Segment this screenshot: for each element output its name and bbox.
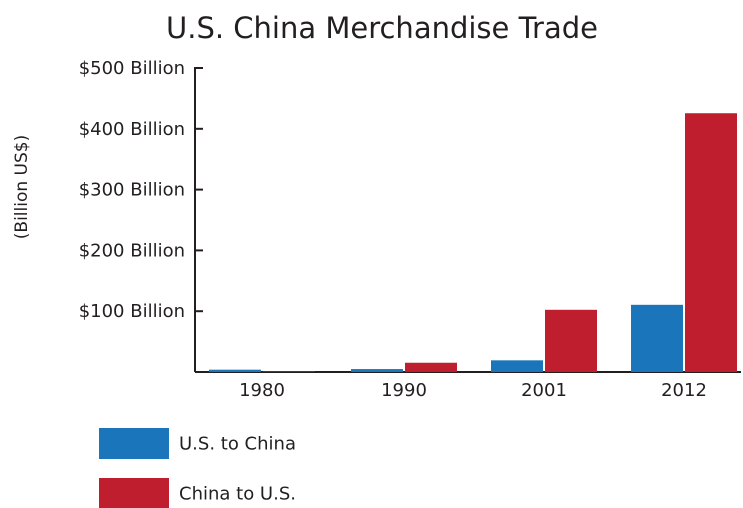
- x-axis-ticks: 1980 1990 2001 2012: [239, 380, 707, 401]
- bars: [209, 113, 737, 372]
- bar-us-to-china-2012: [631, 304, 683, 372]
- y-tick-label: $100 Billion: [79, 301, 185, 322]
- y-tick-label: $300 Billion: [79, 180, 185, 201]
- bar-china-to-us-2001: [545, 309, 597, 372]
- x-tick-label: 1980: [239, 380, 285, 401]
- x-tick-label: 2012: [661, 380, 707, 401]
- y-tick-label: $400 Billion: [79, 119, 185, 140]
- x-tick-label: 1990: [381, 380, 427, 401]
- legend-swatch: [99, 478, 169, 508]
- x-tick-label: 2001: [521, 380, 567, 401]
- bar-us-to-china-1980: [209, 369, 261, 372]
- bar-china-to-us-1990: [405, 362, 457, 372]
- legend-label: U.S. to China: [179, 434, 296, 455]
- y-axis-label: (Billion US$): [12, 135, 32, 239]
- y-tick-label: $500 Billion: [79, 58, 185, 79]
- legend: U.S. to China China to U.S.: [99, 428, 296, 508]
- y-tick-label: $200 Billion: [79, 240, 185, 261]
- chart-title: U.S. China Merchandise Trade: [166, 11, 598, 45]
- y-axis-line: [194, 67, 203, 372]
- legend-swatch: [99, 428, 169, 459]
- y-axis-ticks: $100 Billion $200 Billion $300 Billion $400…: [79, 58, 203, 322]
- bar-china-to-us-1980: [263, 371, 315, 372]
- bar-us-to-china-1990: [351, 369, 403, 372]
- legend-label: China to U.S.: [179, 484, 296, 505]
- bar-us-to-china-2001: [491, 360, 543, 372]
- bar-china-to-us-2012: [685, 113, 737, 372]
